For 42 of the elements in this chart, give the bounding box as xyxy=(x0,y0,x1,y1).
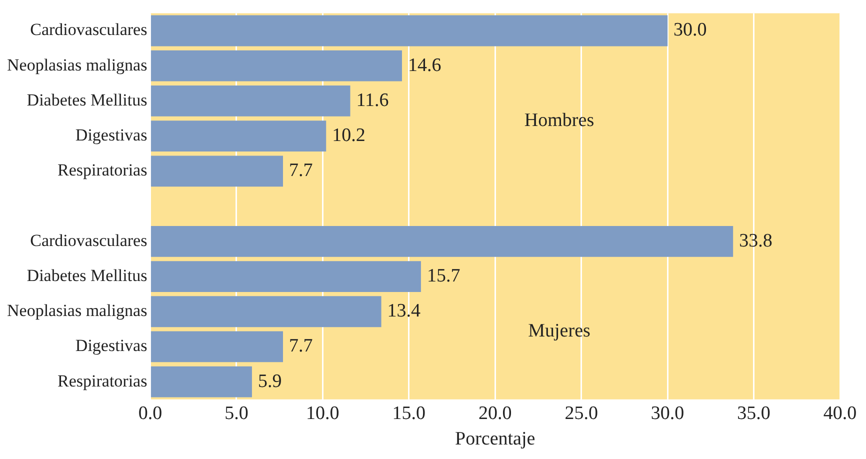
data-label: 14.6 xyxy=(408,54,442,76)
x-axis-title: Porcentaje xyxy=(455,428,536,450)
bar xyxy=(150,261,421,292)
bar xyxy=(150,366,252,398)
y-tick-label: Respiratorias xyxy=(58,160,148,180)
bar xyxy=(150,156,283,187)
bar xyxy=(150,50,402,82)
x-tick-label: 20.0 xyxy=(478,402,512,424)
x-tick-label: 10.0 xyxy=(306,402,340,424)
bar xyxy=(150,331,283,362)
data-label: 7.7 xyxy=(289,160,313,182)
y-tick-label: Cardiovasculares xyxy=(30,20,148,40)
x-tick-label: 30.0 xyxy=(650,402,684,424)
x-tick-label: 40.0 xyxy=(823,402,857,424)
data-label: 30.0 xyxy=(674,20,707,41)
bar xyxy=(150,86,350,116)
y-tick-label: Neoplasias malignas xyxy=(7,301,148,320)
annotation: Hombres xyxy=(524,110,594,131)
y-tick-label: Respiratorias xyxy=(58,371,148,390)
data-label: 11.6 xyxy=(356,90,389,111)
data-label: 7.7 xyxy=(289,336,313,357)
bar xyxy=(150,226,734,257)
data-label: 10.2 xyxy=(332,125,366,146)
data-label: 33.8 xyxy=(739,230,772,252)
x-tick-label: 0.0 xyxy=(138,402,162,424)
x-tick-label: 5.0 xyxy=(224,402,248,424)
data-label: 13.4 xyxy=(387,300,422,322)
bar xyxy=(150,120,326,152)
data-label: 5.9 xyxy=(258,370,282,392)
y-tick-label: Cardiovasculares xyxy=(30,230,148,250)
y-tick-label: Digestivas xyxy=(75,336,148,356)
bar xyxy=(150,296,382,328)
y-tick-label: Diabetes Mellitus xyxy=(26,90,148,110)
y-tick-label: Diabetes Mellitus xyxy=(26,266,148,285)
bar xyxy=(150,15,668,46)
y-tick-label: Digestivas xyxy=(75,126,148,145)
x-tick-label: 25.0 xyxy=(564,402,598,424)
y-tick-label: Neoplasias malignas xyxy=(7,55,148,74)
x-tick-label: 35.0 xyxy=(737,402,770,424)
annotation: Mujeres xyxy=(528,320,590,342)
x-tick-label: 15.0 xyxy=(392,402,426,424)
data-label: 15.7 xyxy=(426,266,460,287)
